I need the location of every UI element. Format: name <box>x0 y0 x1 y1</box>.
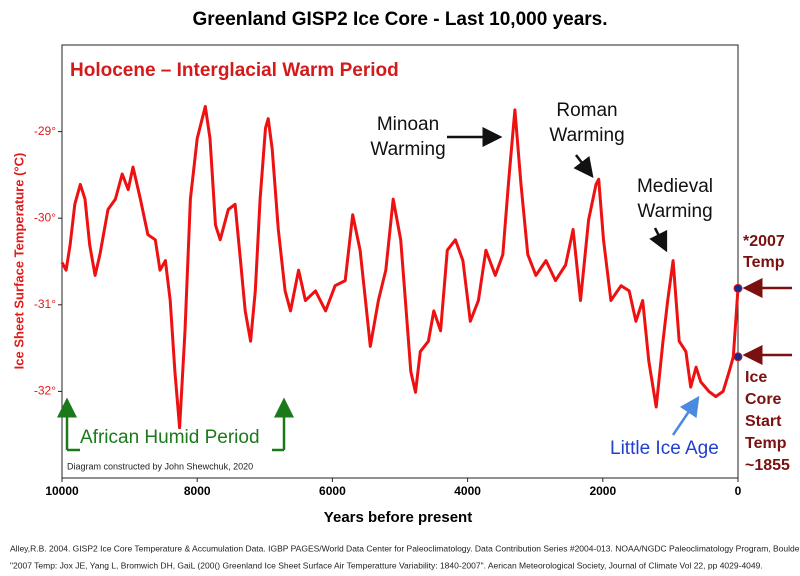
marker-dot <box>733 352 743 362</box>
african-label: African Humid Period <box>80 427 260 448</box>
medieval-label: Medieval Warming <box>637 176 713 222</box>
minoan-label: Minoan Warming <box>370 114 445 160</box>
x-tick-label: 6000 <box>319 484 346 498</box>
start-label: Ice Core Start Temp ~1855 <box>745 369 790 474</box>
x-tick-label: 4000 <box>454 484 481 498</box>
label-line: Warming <box>370 139 445 160</box>
label-line: *2007 <box>743 233 785 250</box>
x-axis-label: Years before present <box>324 509 472 526</box>
label-line: Temp <box>743 254 785 271</box>
footnote: Alley,R.B. 2004. GISP2 Ice Core Temperat… <box>10 543 800 553</box>
temp2007-label: *2007 Temp <box>743 233 785 271</box>
period-label: Holocene – Interglacial Warm Period <box>70 60 399 81</box>
label-line: Roman <box>556 100 617 121</box>
label-line: Medieval <box>637 176 713 197</box>
label-line: ~1855 <box>745 457 790 474</box>
arrow <box>573 154 594 178</box>
arrow <box>649 227 668 253</box>
x-tick-label: 2000 <box>589 484 616 498</box>
little-ice-age-label: Little Ice Age <box>610 438 719 459</box>
x-tick-label: 10000 <box>45 484 79 498</box>
y-tick-label: -29° <box>34 124 56 138</box>
x-tick-label: 0 <box>735 484 742 498</box>
data-line <box>60 105 740 430</box>
footnote: "2007 Temp: Jox JE, Yang L, Bromwich DH,… <box>10 560 763 570</box>
plot-frame <box>61 44 739 479</box>
credit: Diagram constructed by John Shewchuk, 20… <box>67 461 253 471</box>
y-tick-label: -30° <box>34 210 56 224</box>
arrow <box>671 395 700 436</box>
x-tick-label: 8000 <box>184 484 211 498</box>
label-line: Ice <box>745 369 767 386</box>
label-line: Warming <box>549 125 624 146</box>
y-axis-label: Ice Sheet Surface Temperature (°C) <box>11 153 26 370</box>
chart-title: Greenland GISP2 Ice Core - Last 10,000 y… <box>192 9 607 30</box>
label-line: Minoan <box>377 114 439 135</box>
roman-label: Roman Warming <box>549 100 624 146</box>
label-line: Warming <box>637 201 712 222</box>
y-tick-label: -31° <box>34 297 56 311</box>
label-line: Start <box>745 413 782 430</box>
label-line: Temp <box>745 435 787 452</box>
marker-dot <box>733 283 743 293</box>
y-tick-label: -32° <box>34 384 56 398</box>
label-line: Core <box>745 391 782 408</box>
